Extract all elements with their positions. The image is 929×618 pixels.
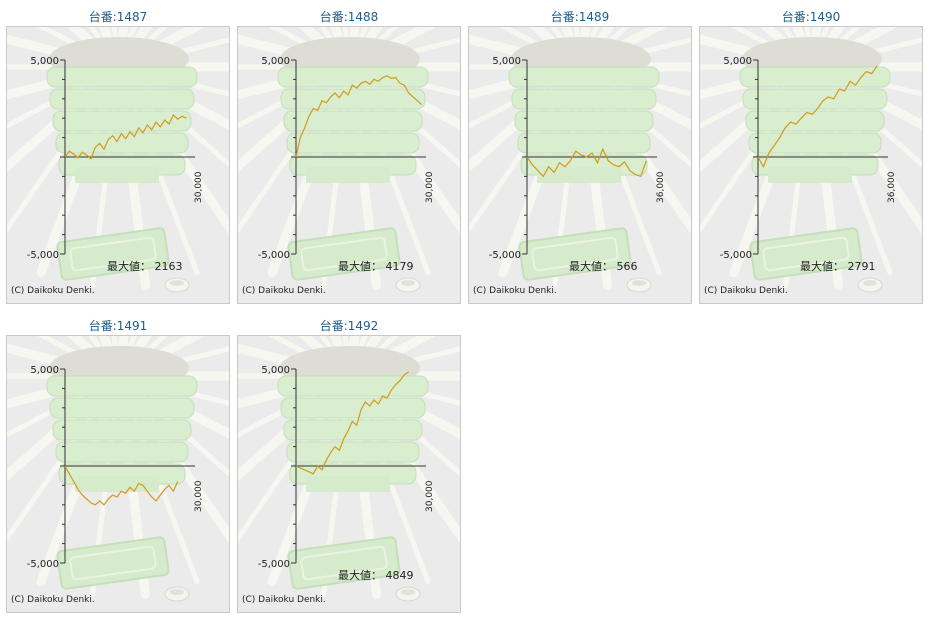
y-tick-label-top: 5,000 [723,56,752,67]
chart-frame: 5,000 -5,000 30,000 最大値： 2163 (C) Daikoku De… [6,26,230,304]
machine-number-title[interactable]: 台番:1491 [88,319,148,333]
machine-chart: 台番:1491 5,000 -5,000 30,000 (C) Daikoku Denk… [6,313,230,613]
y-tick-label-bottom: -5,000 [720,250,752,261]
background-art [238,336,460,602]
machine-number-title[interactable]: 台番:1492 [319,319,379,333]
x-tick-label: 36,000 [887,171,897,203]
chart-frame: 5,000 -5,000 30,000 (C) Daikoku Denki. [6,335,230,613]
y-tick-label-top: 5,000 [261,56,290,67]
machine-number-title[interactable]: 台番:1488 [319,10,379,24]
x-tick-label: 36,000 [656,171,666,203]
x-tick-label: 30,000 [194,171,204,203]
slump-graph: 5,000 -5,000 36,000 最大値： 2791 (C) Daikoku De… [700,27,922,296]
max-value-label: 最大値： 2163 [107,259,183,273]
max-value-label: 最大値： 2791 [800,259,876,273]
series-line [295,75,423,158]
x-tick-label: 30,000 [425,171,435,203]
y-tick-label-bottom: -5,000 [258,559,290,570]
machine-number-title[interactable]: 台番:1487 [88,10,148,24]
series-line [757,65,878,169]
chart-frame: 5,000 -5,000 30,000 最大値： 4849 (C) Daikoku De… [237,335,461,613]
y-tick-label-top: 5,000 [30,365,59,376]
y-tick-label-bottom: -5,000 [27,559,59,570]
machine-number-title[interactable]: 台番:1489 [550,10,610,24]
y-tick-label-top: 5,000 [261,365,290,376]
copyright-text: (C) Daikoku Denki. [11,595,95,605]
background-art [7,336,229,602]
series-line [526,147,647,178]
x-tick-label: 30,000 [194,480,204,512]
machine-number-title[interactable]: 台番:1490 [781,10,841,24]
slump-graph: 5,000 -5,000 30,000 (C) Daikoku Denki. [7,336,229,605]
max-value-label: 最大値： 566 [569,259,638,273]
chart-frame: 5,000 -5,000 30,000 最大値： 4179 (C) Daikoku De… [237,26,461,304]
y-tick-label-bottom: -5,000 [27,250,59,261]
background-art [7,27,229,293]
slump-graph: 5,000 -5,000 36,000 最大値： 566 (C) Daikoku Den… [469,27,691,296]
y-tick-label-top: 5,000 [492,56,521,67]
machine-chart: 台番:1488 5,000 -5,000 30,000 最大値： 4179 (C) Dai… [237,4,461,304]
background-art [469,27,691,293]
machine-chart: 台番:1487 5,000 -5,000 30,000 最大値： 2163 (C) Dai… [6,4,230,304]
background-art [700,27,922,293]
y-tick-label-bottom: -5,000 [489,250,521,261]
machine-chart: 台番:1492 5,000 -5,000 30,000 最大値： 4849 (C) Dai… [237,313,461,613]
y-tick-label-top: 5,000 [30,56,59,67]
series-line [295,371,410,475]
copyright-text: (C) Daikoku Denki. [242,595,326,605]
chart-frame: 5,000 -5,000 36,000 最大値： 566 (C) Daikoku Den… [468,26,692,304]
machine-chart: 台番:1490 5,000 -5,000 36,000 最大値： 2791 (C) Dai… [699,4,923,304]
copyright-text: (C) Daikoku Denki. [242,286,326,296]
machine-chart: 台番:1489 5,000 -5,000 36,000 最大値： 566 (C) Daik… [468,4,692,304]
background-art [238,27,460,293]
copyright-text: (C) Daikoku Denki. [11,286,95,296]
series-line [64,465,179,506]
copyright-text: (C) Daikoku Denki. [473,286,557,296]
y-tick-label-bottom: -5,000 [258,250,290,261]
copyright-text: (C) Daikoku Denki. [704,286,788,296]
chart-frame: 5,000 -5,000 36,000 最大値： 2791 (C) Daikoku De… [699,26,923,304]
max-value-label: 最大値： 4179 [338,259,414,273]
slump-graph: 5,000 -5,000 30,000 最大値： 4179 (C) Daikoku De… [238,27,460,296]
slump-graph: 5,000 -5,000 30,000 最大値： 4849 (C) Daikoku De… [238,336,460,605]
series-line [64,113,187,160]
max-value-label: 最大値： 4849 [338,568,414,582]
slump-graph: 5,000 -5,000 30,000 最大値： 2163 (C) Daikoku De… [7,27,229,296]
x-tick-label: 30,000 [425,480,435,512]
